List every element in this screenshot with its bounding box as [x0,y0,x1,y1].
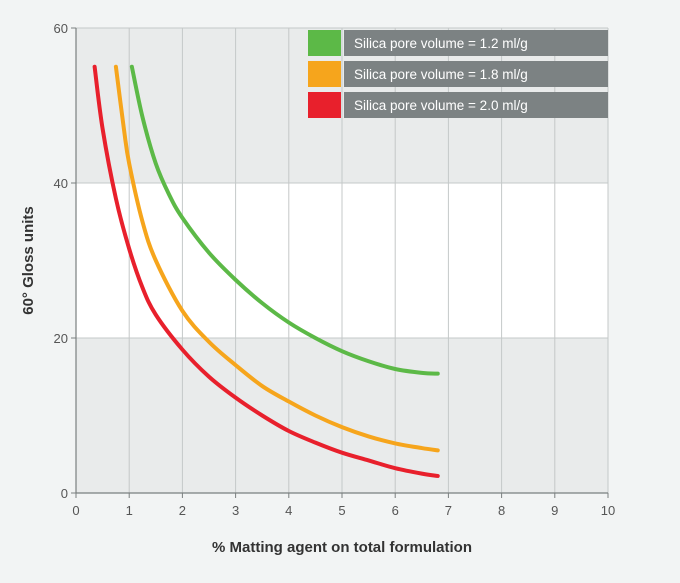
y-axis-title: 60° Gloss units [20,206,37,315]
x-tick-label: 9 [551,503,558,518]
x-tick-label: 2 [179,503,186,518]
y-tick-label: 40 [54,176,68,191]
series-line-3 [92,64,440,478]
legend-swatch [308,61,341,87]
y-tick-label: 20 [54,331,68,346]
legend-swatch [308,30,341,56]
y-tick-labels: 0 20 40 60 [54,21,76,501]
series-line-2 [113,64,440,453]
x-tick-label: 7 [445,503,452,518]
legend: Silica pore volume = 1.2 ml/g Silica pore… [308,30,608,118]
legend-label-box [344,30,608,56]
legend-item-2: Silica pore volume = 1.8 ml/g [308,61,608,87]
legend-label-box [344,61,608,87]
x-tick-label: 4 [285,503,292,518]
legend-label: Silica pore volume = 2.0 ml/g [354,98,528,113]
x-tick-label: 8 [498,503,505,518]
legend-label-box [344,92,608,118]
x-tick-label: 5 [338,503,345,518]
y-tick-label: 60 [54,21,68,36]
x-tick-label: 3 [232,503,239,518]
x-tick-label: 1 [126,503,133,518]
x-tick-label: 10 [601,503,615,518]
x-tick-label: 6 [392,503,399,518]
legend-item-1: Silica pore volume = 1.2 ml/g [308,30,608,56]
legend-item-3: Silica pore volume = 2.0 ml/g [308,92,608,118]
legend-label: Silica pore volume = 1.2 ml/g [354,36,528,51]
gridlines [76,27,609,493]
x-axis-title: % Matting agent on total formulation [212,539,472,556]
x-tick-label: 0 [72,503,79,518]
x-tick-labels: 0 1 2 3 4 5 6 7 8 9 10 [72,493,615,518]
y-tick-label: 0 [61,486,68,501]
series-line-1 [129,64,440,376]
series-lines [92,64,440,478]
legend-label: Silica pore volume = 1.8 ml/g [354,67,528,82]
legend-swatch [308,92,341,118]
